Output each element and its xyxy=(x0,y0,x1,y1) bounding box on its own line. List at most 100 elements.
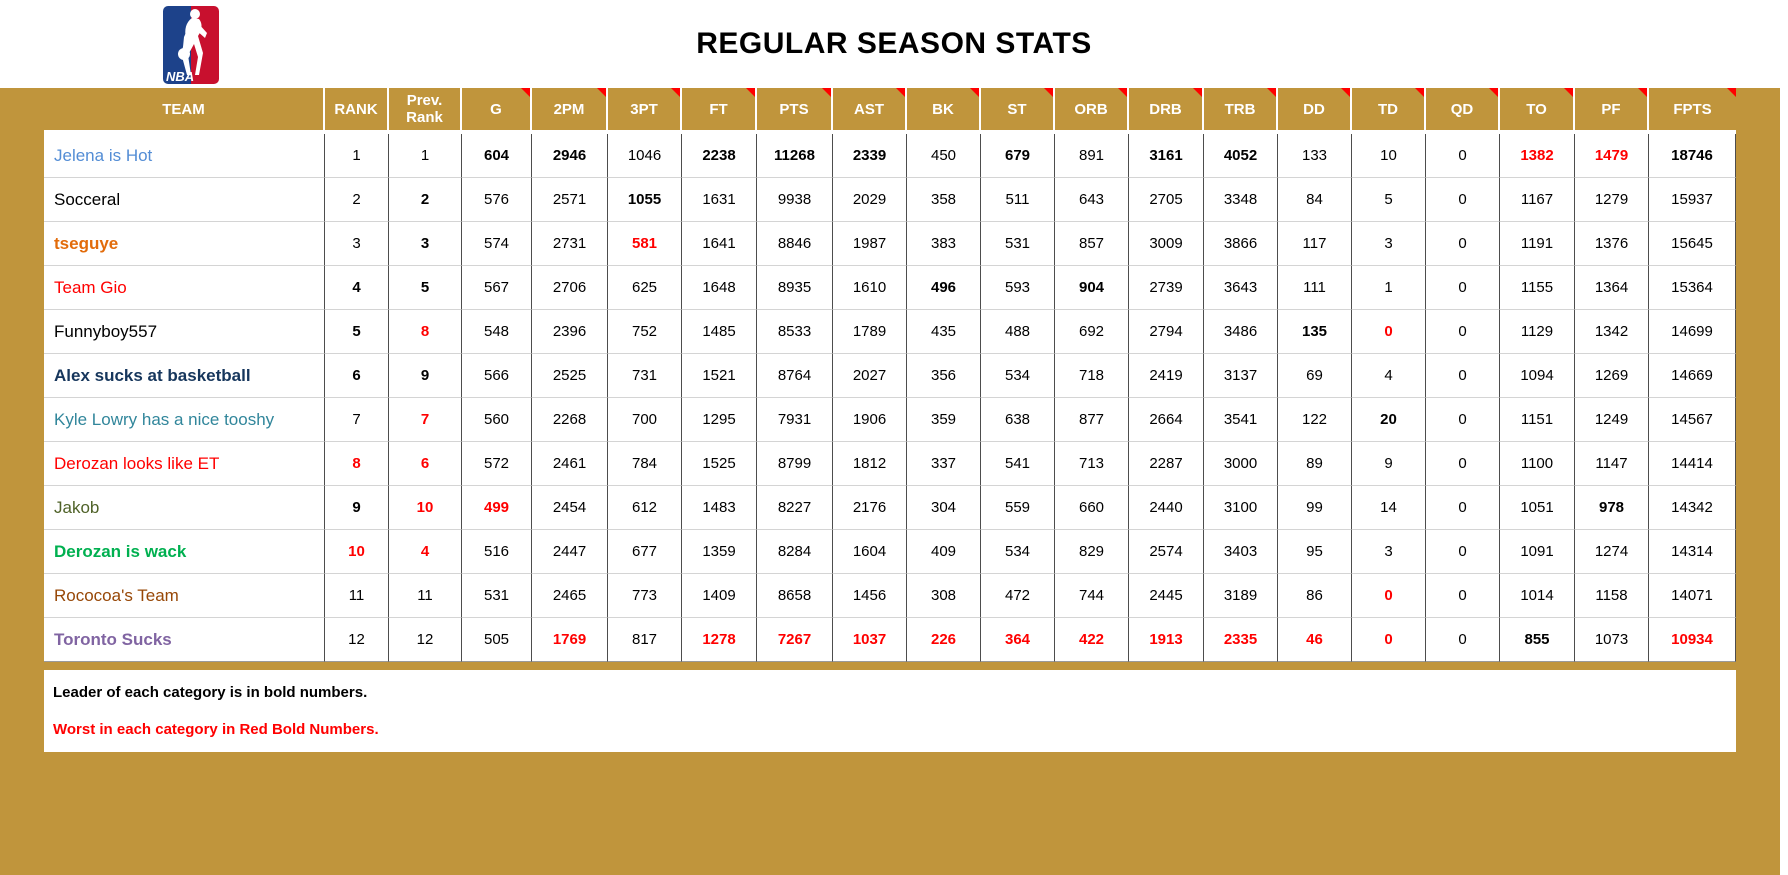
stat-cell[interactable]: 1789 xyxy=(833,310,907,354)
stat-cell[interactable]: 1158 xyxy=(1575,574,1649,618)
stat-cell[interactable]: 593 xyxy=(981,266,1055,310)
team-name-cell[interactable]: Toronto Sucks xyxy=(44,618,325,662)
stat-cell[interactable]: 6 xyxy=(389,442,462,486)
stat-cell[interactable]: 20 xyxy=(1352,398,1426,442)
stat-cell[interactable]: 4 xyxy=(1352,354,1426,398)
stat-cell[interactable]: 2238 xyxy=(682,134,757,178)
stat-cell[interactable]: 1278 xyxy=(682,618,757,662)
stat-cell[interactable]: 1359 xyxy=(682,530,757,574)
stat-cell[interactable]: 1151 xyxy=(1500,398,1575,442)
stat-cell[interactable]: 829 xyxy=(1055,530,1129,574)
stat-cell[interactable]: 1456 xyxy=(833,574,907,618)
stat-cell[interactable]: 1631 xyxy=(682,178,757,222)
column-header-bk[interactable]: BK xyxy=(907,88,981,130)
stat-cell[interactable]: 0 xyxy=(1426,310,1500,354)
stat-cell[interactable]: 1094 xyxy=(1500,354,1575,398)
stat-cell[interactable]: 11 xyxy=(325,574,389,618)
column-header-2pm[interactable]: 2PM xyxy=(532,88,608,130)
stat-cell[interactable]: 12 xyxy=(325,618,389,662)
stat-cell[interactable]: 2027 xyxy=(833,354,907,398)
column-header-fpts[interactable]: FPTS xyxy=(1649,88,1736,130)
stat-cell[interactable]: 713 xyxy=(1055,442,1129,486)
stat-cell[interactable]: 95 xyxy=(1278,530,1352,574)
stat-cell[interactable]: 2731 xyxy=(532,222,608,266)
stat-cell[interactable]: 10 xyxy=(389,486,462,530)
stat-cell[interactable]: 5 xyxy=(1352,178,1426,222)
stat-cell[interactable]: 2440 xyxy=(1129,486,1204,530)
stat-cell[interactable]: 1274 xyxy=(1575,530,1649,574)
team-name-cell[interactable]: Team Gio xyxy=(44,266,325,310)
stat-cell[interactable]: 14414 xyxy=(1649,442,1736,486)
stat-cell[interactable]: 638 xyxy=(981,398,1055,442)
stat-cell[interactable]: 1269 xyxy=(1575,354,1649,398)
stat-cell[interactable]: 2946 xyxy=(532,134,608,178)
stat-cell[interactable]: 2525 xyxy=(532,354,608,398)
stat-cell[interactable]: 89 xyxy=(1278,442,1352,486)
stat-cell[interactable]: 496 xyxy=(907,266,981,310)
stat-cell[interactable]: 511 xyxy=(981,178,1055,222)
stat-cell[interactable]: 2396 xyxy=(532,310,608,354)
stat-cell[interactable]: 422 xyxy=(1055,618,1129,662)
stat-cell[interactable]: 3403 xyxy=(1204,530,1278,574)
stat-cell[interactable]: 2419 xyxy=(1129,354,1204,398)
stat-cell[interactable]: 505 xyxy=(462,618,532,662)
stat-cell[interactable]: 0 xyxy=(1352,618,1426,662)
column-header-pf[interactable]: PF xyxy=(1575,88,1649,130)
stat-cell[interactable]: 1913 xyxy=(1129,618,1204,662)
stat-cell[interactable]: 435 xyxy=(907,310,981,354)
stat-cell[interactable]: 0 xyxy=(1426,398,1500,442)
stat-cell[interactable]: 86 xyxy=(1278,574,1352,618)
stat-cell[interactable]: 1483 xyxy=(682,486,757,530)
stat-cell[interactable]: 1051 xyxy=(1500,486,1575,530)
stat-cell[interactable]: 3486 xyxy=(1204,310,1278,354)
stat-cell[interactable]: 2574 xyxy=(1129,530,1204,574)
stat-cell[interactable]: 14342 xyxy=(1649,486,1736,530)
stat-cell[interactable]: 1249 xyxy=(1575,398,1649,442)
stat-cell[interactable]: 3000 xyxy=(1204,442,1278,486)
stat-cell[interactable]: 567 xyxy=(462,266,532,310)
stat-cell[interactable]: 358 xyxy=(907,178,981,222)
stat-cell[interactable]: 3009 xyxy=(1129,222,1204,266)
team-name-cell[interactable]: Kyle Lowry has a nice tooshy xyxy=(44,398,325,442)
stat-cell[interactable]: 1987 xyxy=(833,222,907,266)
column-header-3pt[interactable]: 3PT xyxy=(608,88,682,130)
stat-cell[interactable]: 133 xyxy=(1278,134,1352,178)
stat-cell[interactable]: 15364 xyxy=(1649,266,1736,310)
stat-cell[interactable]: 7931 xyxy=(757,398,833,442)
stat-cell[interactable]: 1364 xyxy=(1575,266,1649,310)
stat-cell[interactable]: 625 xyxy=(608,266,682,310)
column-header-pts[interactable]: PTS xyxy=(757,88,833,130)
stat-cell[interactable]: 2 xyxy=(389,178,462,222)
stat-cell[interactable]: 3100 xyxy=(1204,486,1278,530)
stat-cell[interactable]: 3 xyxy=(389,222,462,266)
stat-cell[interactable]: 534 xyxy=(981,530,1055,574)
stat-cell[interactable]: 0 xyxy=(1426,266,1500,310)
stat-cell[interactable]: 891 xyxy=(1055,134,1129,178)
stat-cell[interactable]: 2454 xyxy=(532,486,608,530)
stat-cell[interactable]: 8 xyxy=(325,442,389,486)
stat-cell[interactable]: 2706 xyxy=(532,266,608,310)
column-header-qd[interactable]: QD xyxy=(1426,88,1500,130)
stat-cell[interactable]: 2794 xyxy=(1129,310,1204,354)
column-header-dd[interactable]: DD xyxy=(1278,88,1352,130)
stat-cell[interactable]: 855 xyxy=(1500,618,1575,662)
stat-cell[interactable]: 8764 xyxy=(757,354,833,398)
stat-cell[interactable]: 2268 xyxy=(532,398,608,442)
stat-cell[interactable]: 8 xyxy=(389,310,462,354)
stat-cell[interactable]: 10 xyxy=(1352,134,1426,178)
stat-cell[interactable]: 576 xyxy=(462,178,532,222)
column-header-td[interactable]: TD xyxy=(1352,88,1426,130)
stat-cell[interactable]: 3 xyxy=(325,222,389,266)
stat-cell[interactable]: 2 xyxy=(325,178,389,222)
stat-cell[interactable]: 2705 xyxy=(1129,178,1204,222)
stat-cell[interactable]: 3 xyxy=(1352,222,1426,266)
stat-cell[interactable]: 559 xyxy=(981,486,1055,530)
column-header-ft[interactable]: FT xyxy=(682,88,757,130)
stat-cell[interactable]: 1906 xyxy=(833,398,907,442)
stat-cell[interactable]: 117 xyxy=(1278,222,1352,266)
stat-cell[interactable]: 1641 xyxy=(682,222,757,266)
stat-cell[interactable]: 0 xyxy=(1426,442,1500,486)
stat-cell[interactable]: 488 xyxy=(981,310,1055,354)
stat-cell[interactable]: 1479 xyxy=(1575,134,1649,178)
stat-cell[interactable]: 15645 xyxy=(1649,222,1736,266)
